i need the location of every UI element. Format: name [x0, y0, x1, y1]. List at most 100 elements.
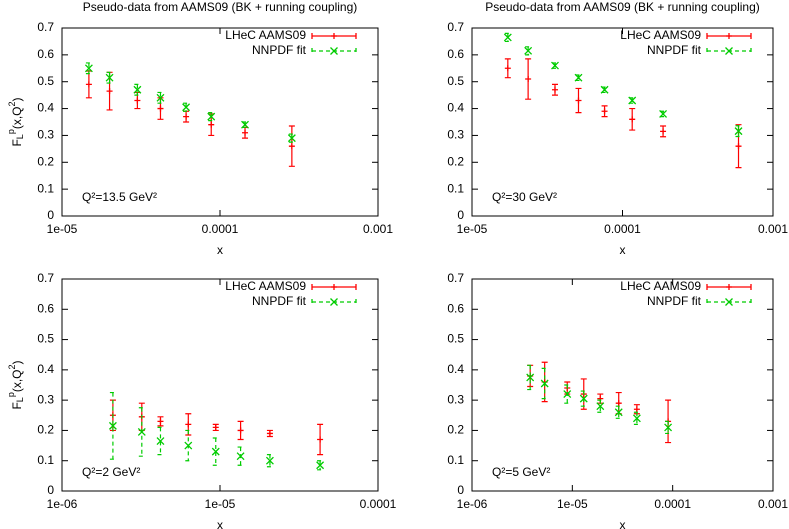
y-tick-label: 0.4 — [447, 101, 464, 115]
y-axis-label-part: F — [10, 402, 24, 409]
y-tick-label: 0 — [457, 483, 464, 497]
legend-label: NNPDF fit — [647, 294, 702, 308]
data-point — [600, 85, 609, 94]
panel: x FLp(x,Q2) 0 0.1 0.2 0.3 0.4 0.5 0.6 0.7 1e-06 1e-… — [6, 271, 396, 529]
data-point — [551, 61, 559, 70]
data-point — [288, 143, 295, 150]
legend-marker — [725, 298, 733, 306]
data-point — [601, 108, 608, 115]
data-point — [574, 73, 583, 82]
data-point — [551, 86, 558, 93]
x-tick-label: 0.001 — [363, 222, 393, 236]
data-point — [633, 406, 640, 413]
data-point — [207, 112, 216, 121]
data-point — [734, 127, 743, 136]
data-point — [241, 120, 249, 129]
error-bar — [288, 133, 295, 143]
error-bar — [525, 46, 532, 56]
legend-label: LHeC AAMS09 — [225, 279, 306, 293]
data-point — [266, 430, 273, 437]
data-point — [660, 128, 667, 135]
y-tick-label: 0.5 — [37, 332, 54, 346]
data-point — [664, 423, 673, 432]
error-bar — [633, 411, 640, 425]
error-bar — [212, 437, 219, 466]
y-tick-label: 0.2 — [37, 154, 54, 168]
y-axis-label-part: (x,Q — [10, 106, 24, 129]
error-bar — [504, 32, 511, 43]
data-point — [659, 109, 668, 118]
error-bar — [85, 62, 92, 75]
x-tick-label: 0.0001 — [202, 222, 239, 236]
data-point — [242, 129, 249, 136]
legend-marker — [330, 47, 338, 55]
legend-label: NNPDF fit — [647, 43, 702, 57]
error-bar — [106, 71, 113, 84]
y-tick-label: 0.2 — [447, 423, 464, 437]
data-point — [185, 421, 192, 428]
data-point — [182, 103, 191, 112]
data-point — [579, 394, 588, 403]
x-tick-label: 1e-05 — [457, 222, 488, 236]
annotation: Q²=30 GeV² — [492, 190, 557, 204]
x-tick-label: 1e-05 — [557, 497, 588, 511]
data-point — [504, 65, 511, 72]
y-tick-label: 0 — [47, 208, 54, 222]
y-tick-label: 0.4 — [37, 362, 54, 376]
x-tick-label: 0.001 — [758, 497, 788, 511]
y-axis-label-part: 2 — [7, 364, 17, 369]
y-tick-label: 0.1 — [37, 181, 54, 195]
panel: Pseudo-data from AAMS09 (BK + running co… — [447, 0, 788, 257]
data-point — [108, 421, 117, 430]
y-axis-label-part: ) — [10, 97, 24, 101]
data-point — [156, 93, 165, 102]
error-bar — [527, 364, 534, 391]
y-axis-label: FLp(x,Q2) — [6, 360, 25, 409]
y-tick-label: 0.2 — [447, 154, 464, 168]
panel: Pseudo-data from AAMS09 (BK + running co… — [6, 0, 393, 257]
legend-marker — [330, 298, 338, 306]
data-point — [157, 105, 164, 112]
data-point — [628, 96, 637, 105]
legend-label: LHeC AAMS09 — [620, 28, 701, 42]
y-tick-label: 0.7 — [447, 20, 464, 34]
y-tick-label: 0.3 — [447, 392, 464, 406]
legend-marker — [331, 33, 337, 39]
error-bar — [266, 454, 273, 468]
legend-label: NNPDF fit — [252, 43, 307, 57]
data-point — [237, 427, 244, 434]
data-point — [236, 452, 245, 461]
chart-title: Pseudo-data from AAMS09 (BK + running co… — [83, 0, 358, 14]
data-point — [133, 85, 142, 94]
x-tick-label: 0.001 — [758, 222, 788, 236]
legend-label: LHeC AAMS09 — [225, 28, 306, 42]
data-point — [157, 418, 164, 425]
y-axis-label-part: F — [10, 139, 24, 146]
annotation: Q²=13.5 GeV² — [82, 190, 157, 204]
data-point — [265, 456, 274, 465]
data-point — [563, 390, 572, 399]
data-point — [615, 400, 622, 407]
panel: x 0 0.1 0.2 0.3 0.4 0.5 0.6 0.7 1e-06 1e-05 0.0001 0… — [447, 271, 788, 529]
data-point — [105, 73, 114, 82]
y-axis-label-part: p — [6, 392, 16, 397]
data-point — [317, 436, 324, 443]
data-point — [316, 461, 325, 470]
data-point — [208, 121, 215, 128]
data-point — [84, 64, 93, 73]
data-point — [503, 33, 512, 42]
legend-label: NNPDF fit — [252, 294, 307, 308]
error-bar — [597, 399, 604, 413]
data-point — [575, 97, 582, 104]
y-axis-label-part: L — [15, 397, 25, 402]
y-tick-label: 0.6 — [37, 301, 54, 315]
y-tick-label: 0.1 — [447, 181, 464, 195]
y-tick-label: 0.3 — [37, 392, 54, 406]
plot-frame — [61, 278, 379, 492]
y-axis-label-part: L — [15, 134, 25, 139]
plot-frame — [471, 27, 774, 217]
y-axis-label-part: 2 — [7, 101, 17, 106]
x-tick-label: 1e-06 — [457, 497, 488, 511]
legend-marker — [726, 33, 732, 39]
